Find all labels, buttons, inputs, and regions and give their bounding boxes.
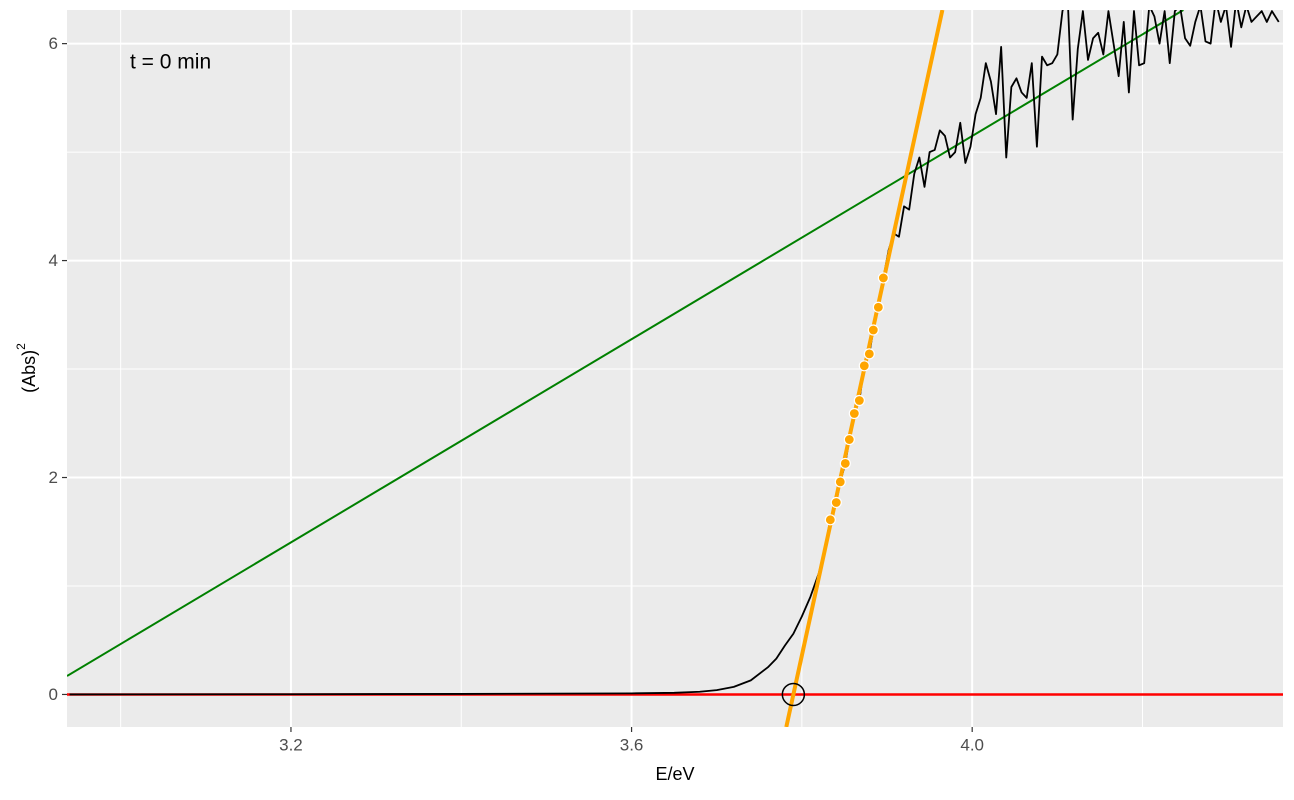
plot-area: [67, 10, 1283, 727]
y-tick-label: 2: [49, 468, 58, 487]
y-tick-label: 4: [49, 251, 58, 270]
axes: 3.2 3.6 4.0 0 2 4 6: [49, 34, 984, 754]
data-point: [824, 514, 836, 526]
data-line: [67, 10, 1184, 677]
annotation: t = 0 min: [130, 51, 211, 74]
x-tick-label: 3.2: [279, 735, 303, 754]
x-axis-title: E/eV: [655, 764, 694, 784]
y-axis-title: (Abs)2: [14, 343, 39, 393]
data-point: [877, 272, 889, 284]
data-point: [867, 324, 879, 336]
intercept-marker: [781, 682, 806, 707]
x-tick-label: 3.6: [620, 735, 644, 754]
data-point: [848, 407, 860, 420]
x-tick-label: 4.0: [960, 735, 984, 754]
y-axis-title-sup: 2: [14, 343, 28, 350]
data-point: [858, 360, 870, 372]
data-point: [872, 301, 884, 313]
panel: [67, 10, 1283, 727]
y-tick-label: 0: [49, 685, 58, 704]
y-tick-label: 6: [49, 34, 58, 53]
data-point: [843, 433, 855, 446]
data-point: [834, 476, 846, 488]
data-point: [863, 348, 875, 360]
y-axis-title-text: (Abs): [19, 350, 39, 393]
data-point: [853, 394, 865, 407]
data-point: [839, 457, 851, 470]
data-point: [830, 496, 842, 509]
